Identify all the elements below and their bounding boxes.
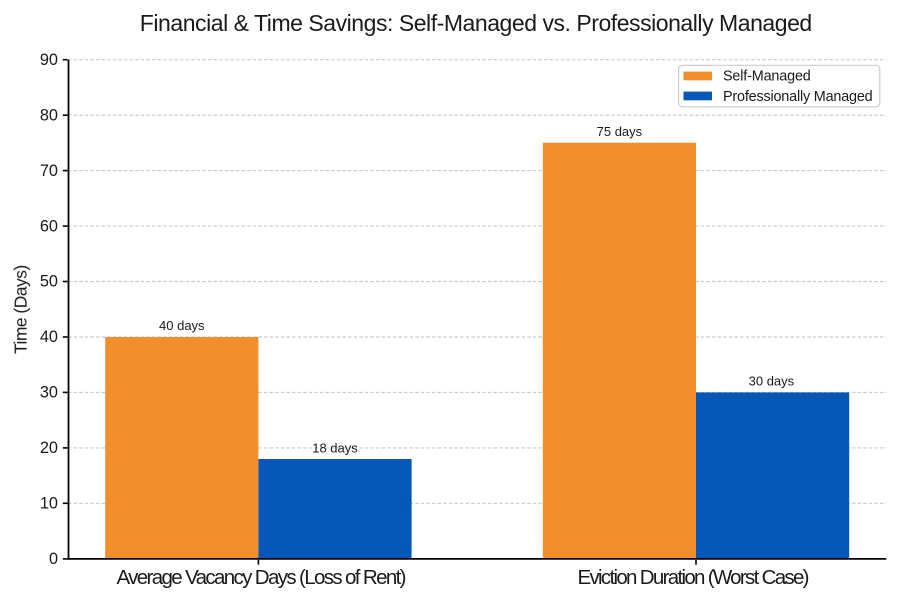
- svg-text:30 days: 30 days: [749, 374, 795, 389]
- svg-text:40 days: 40 days: [159, 318, 205, 333]
- svg-text:Professionally Managed: Professionally Managed: [723, 89, 873, 105]
- svg-text:10: 10: [40, 495, 58, 513]
- svg-text:50: 50: [40, 273, 58, 291]
- svg-text:Financial & Time Savings: Self: Financial & Time Savings: Self-Managed v…: [140, 10, 812, 36]
- svg-text:Average Vacancy Days (Loss of: Average Vacancy Days (Loss of Rent): [117, 566, 407, 589]
- svg-text:70: 70: [40, 162, 58, 180]
- svg-text:0: 0: [49, 550, 58, 568]
- svg-text:30: 30: [40, 384, 58, 402]
- svg-text:Time (Days): Time (Days): [11, 265, 31, 354]
- svg-text:75 days: 75 days: [597, 124, 643, 139]
- svg-text:Self-Managed: Self-Managed: [723, 69, 811, 85]
- svg-text:80: 80: [40, 106, 58, 124]
- svg-text:90: 90: [40, 51, 58, 69]
- svg-text:40: 40: [40, 328, 58, 346]
- svg-text:20: 20: [40, 439, 58, 457]
- svg-text:Eviction Duration (Worst Case): Eviction Duration (Worst Case): [578, 566, 810, 589]
- svg-text:18 days: 18 days: [312, 440, 358, 455]
- svg-text:60: 60: [40, 217, 58, 235]
